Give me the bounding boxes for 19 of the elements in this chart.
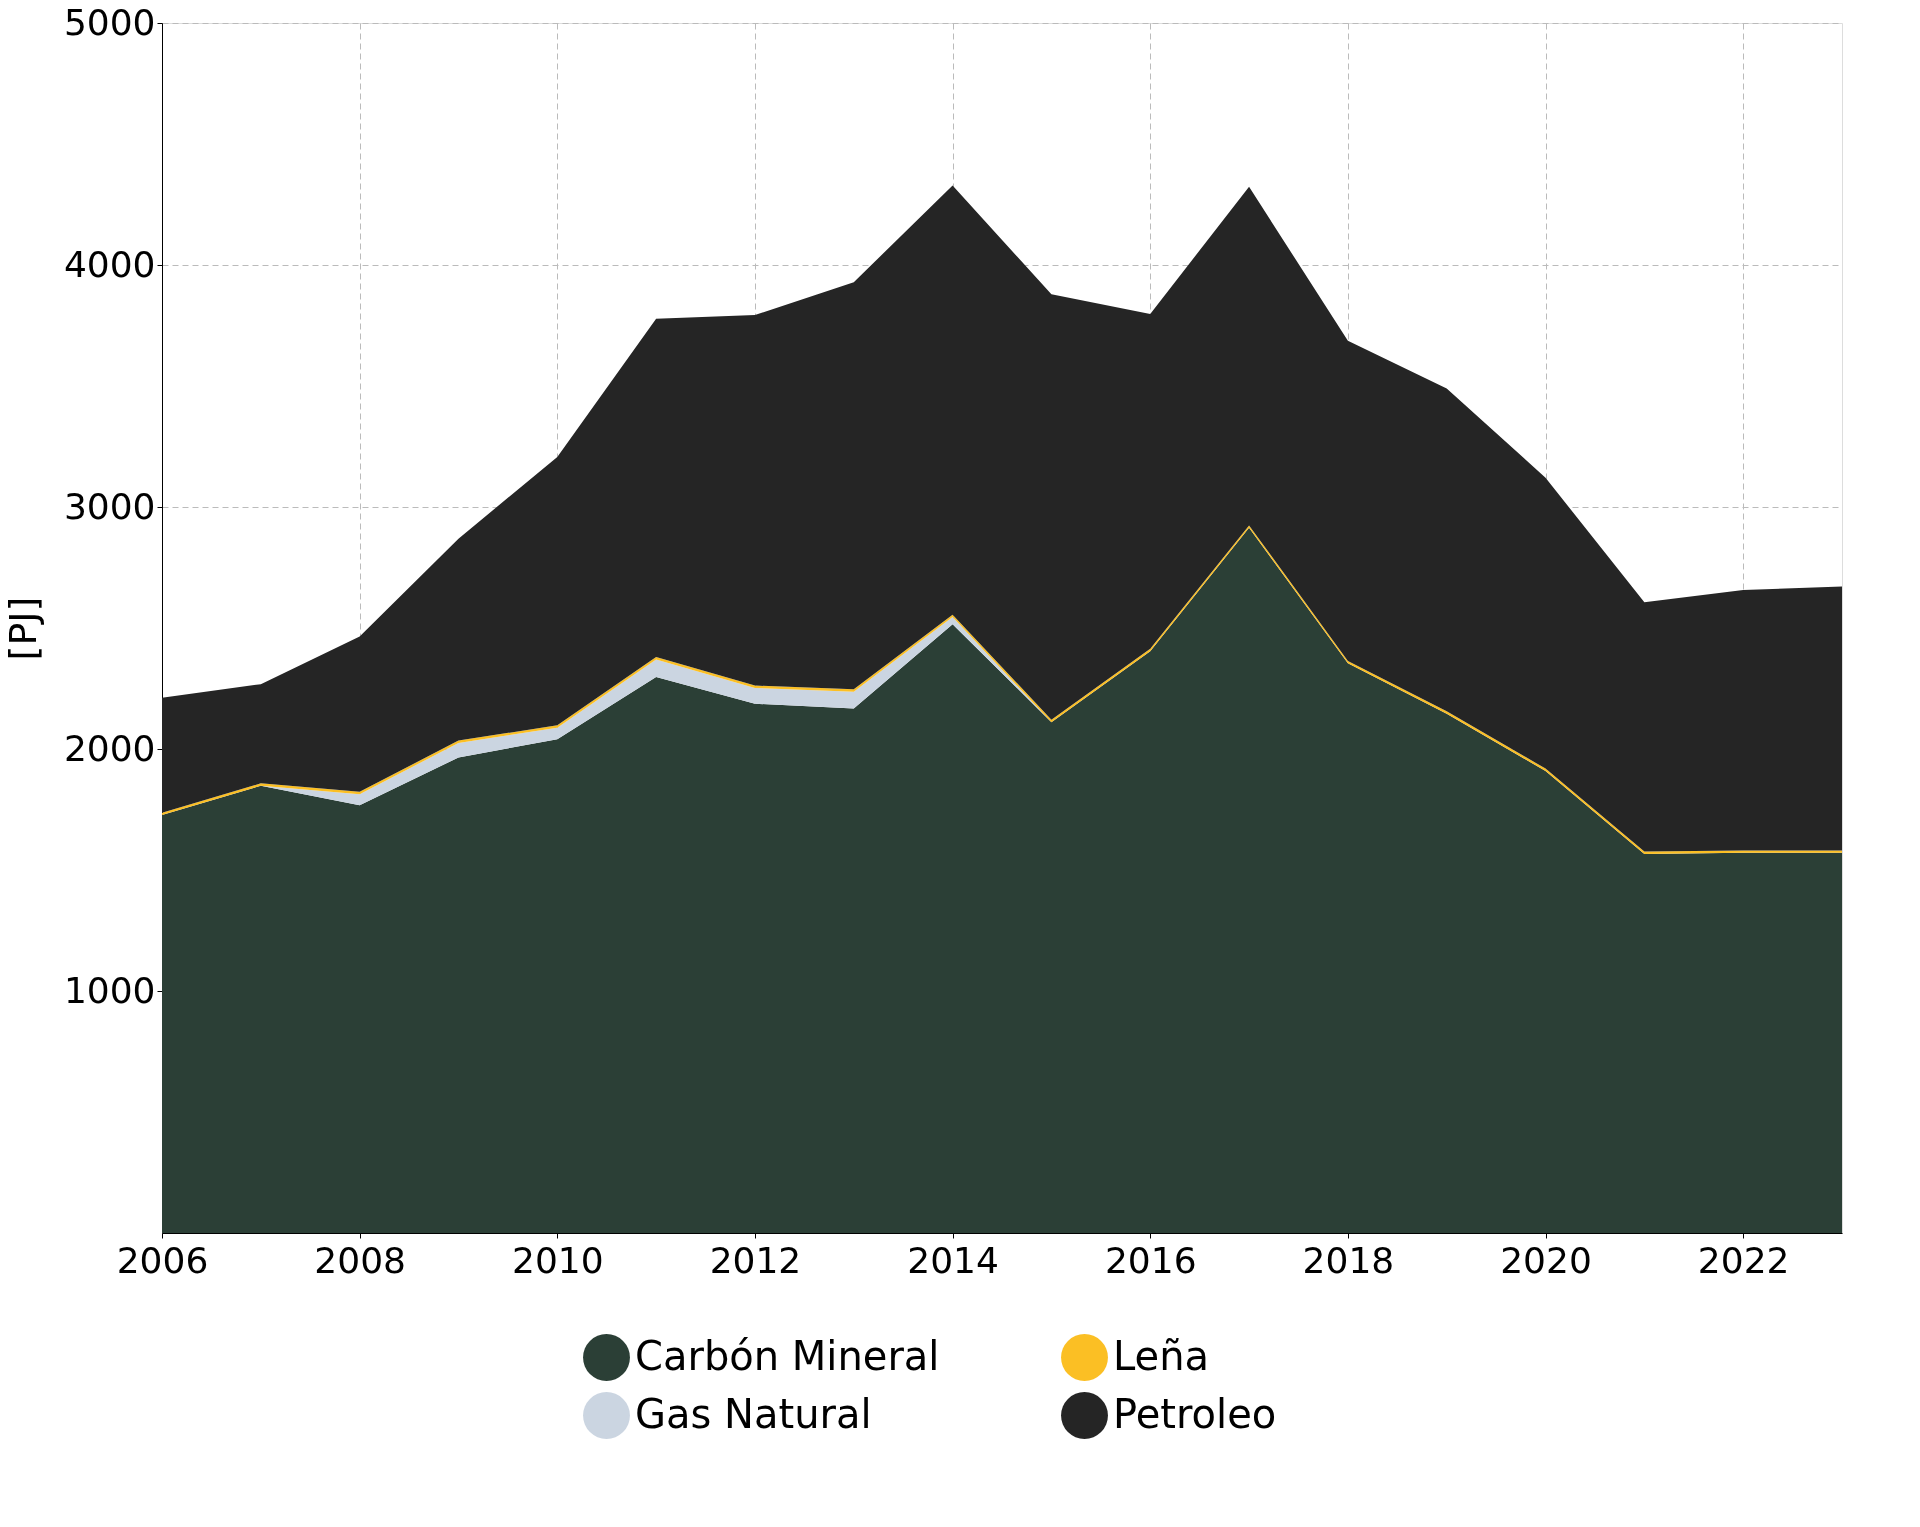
y-tick-label: 1000 [63,969,156,1011]
x-tick-label: 2018 [1302,1239,1395,1281]
y-axis-title: [PJ] [0,596,45,661]
legend-label: Leña [1113,1332,1210,1379]
x-tick-label: 2014 [907,1239,999,1281]
y-tick-label: 2000 [63,727,156,769]
legend-label: Petroleo [1113,1390,1277,1437]
y-tick-label: 3000 [63,485,156,527]
y-tick-label: 5000 [63,1,156,43]
legend-label: Carbón Mineral [635,1332,940,1379]
x-tick-label: 2010 [511,1239,604,1281]
x-tick-label: 2020 [1500,1239,1592,1281]
x-tick-label: 2008 [314,1239,406,1281]
legend-label: Gas Natural [635,1390,872,1437]
x-tick-label: 2022 [1697,1239,1790,1281]
x-tick-label: 2016 [1104,1239,1197,1281]
y-tick-label: 4000 [63,243,156,285]
x-tick-label: 2012 [709,1239,802,1281]
x-tick-label: 2006 [116,1239,209,1281]
